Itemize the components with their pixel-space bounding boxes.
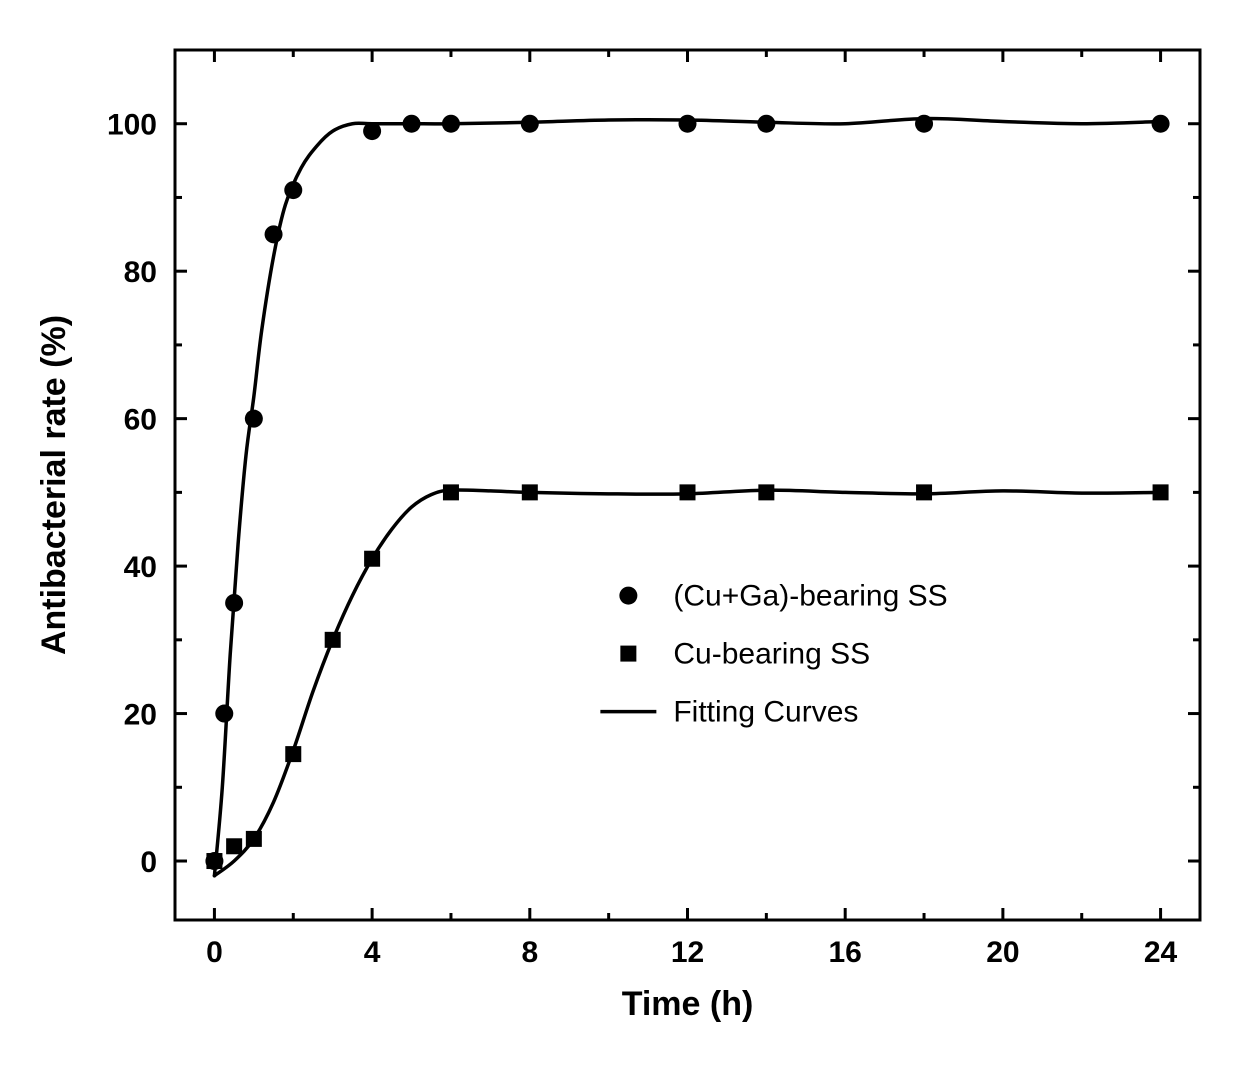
y-tick-label: 40 xyxy=(124,551,157,584)
point-cu xyxy=(680,484,696,500)
y-tick-label: 20 xyxy=(124,699,157,732)
point-cu xyxy=(1153,484,1169,500)
point-cu xyxy=(522,484,538,500)
y-tick-label: 0 xyxy=(140,846,157,879)
point-cu xyxy=(226,838,242,854)
point-cu_ga xyxy=(1152,115,1170,133)
point-cu_ga xyxy=(215,705,233,723)
x-tick-label: 12 xyxy=(671,936,704,969)
y-tick-label: 100 xyxy=(107,109,157,142)
point-cu_ga xyxy=(442,115,460,133)
point-cu_ga xyxy=(521,115,539,133)
point-cu_ga xyxy=(757,115,775,133)
point-cu xyxy=(758,484,774,500)
chart-svg: 0 4 8 12 16 20 24 Time (h) 0 20 40 60 80 100 Antibacte… xyxy=(0,0,1239,1067)
point-cu_ga xyxy=(679,115,697,133)
legend-swatch-square-icon xyxy=(620,646,636,662)
point-cu xyxy=(246,831,262,847)
x-tick-label: 16 xyxy=(829,936,862,969)
x-tick-label: 4 xyxy=(364,936,381,969)
legend-label: Cu-bearing SS xyxy=(673,638,870,671)
point-cu_ga xyxy=(284,181,302,199)
point-cu xyxy=(443,484,459,500)
chart-container: 0 4 8 12 16 20 24 Time (h) 0 20 40 60 80 100 Antibacte… xyxy=(0,0,1239,1067)
point-cu xyxy=(916,484,932,500)
point-cu_ga xyxy=(265,225,283,243)
x-tick-label: 20 xyxy=(986,936,1019,969)
point-cu xyxy=(325,632,341,648)
point-cu_ga xyxy=(915,115,933,133)
x-axis-label: Time (h) xyxy=(622,985,754,1023)
legend-label: Fitting Curves xyxy=(673,696,858,729)
x-tick-label: 0 xyxy=(206,936,223,969)
point-cu_ga xyxy=(225,594,243,612)
point-cu_ga xyxy=(363,122,381,140)
legend-label: (Cu+Ga)-bearing SS xyxy=(673,580,947,613)
point-cu_ga xyxy=(245,410,263,428)
y-tick-label: 60 xyxy=(124,404,157,437)
x-tick-label: 8 xyxy=(521,936,538,969)
fit-curve-cu xyxy=(214,490,1160,876)
point-cu_ga xyxy=(403,115,421,133)
point-cu xyxy=(285,746,301,762)
y-tick-label: 80 xyxy=(124,256,157,289)
legend-swatch-circle-icon xyxy=(619,587,637,605)
point-cu xyxy=(206,853,222,869)
y-axis-label: Antibacterial rate (%) xyxy=(35,315,73,655)
point-cu xyxy=(364,551,380,567)
x-tick-label: 24 xyxy=(1144,936,1178,969)
